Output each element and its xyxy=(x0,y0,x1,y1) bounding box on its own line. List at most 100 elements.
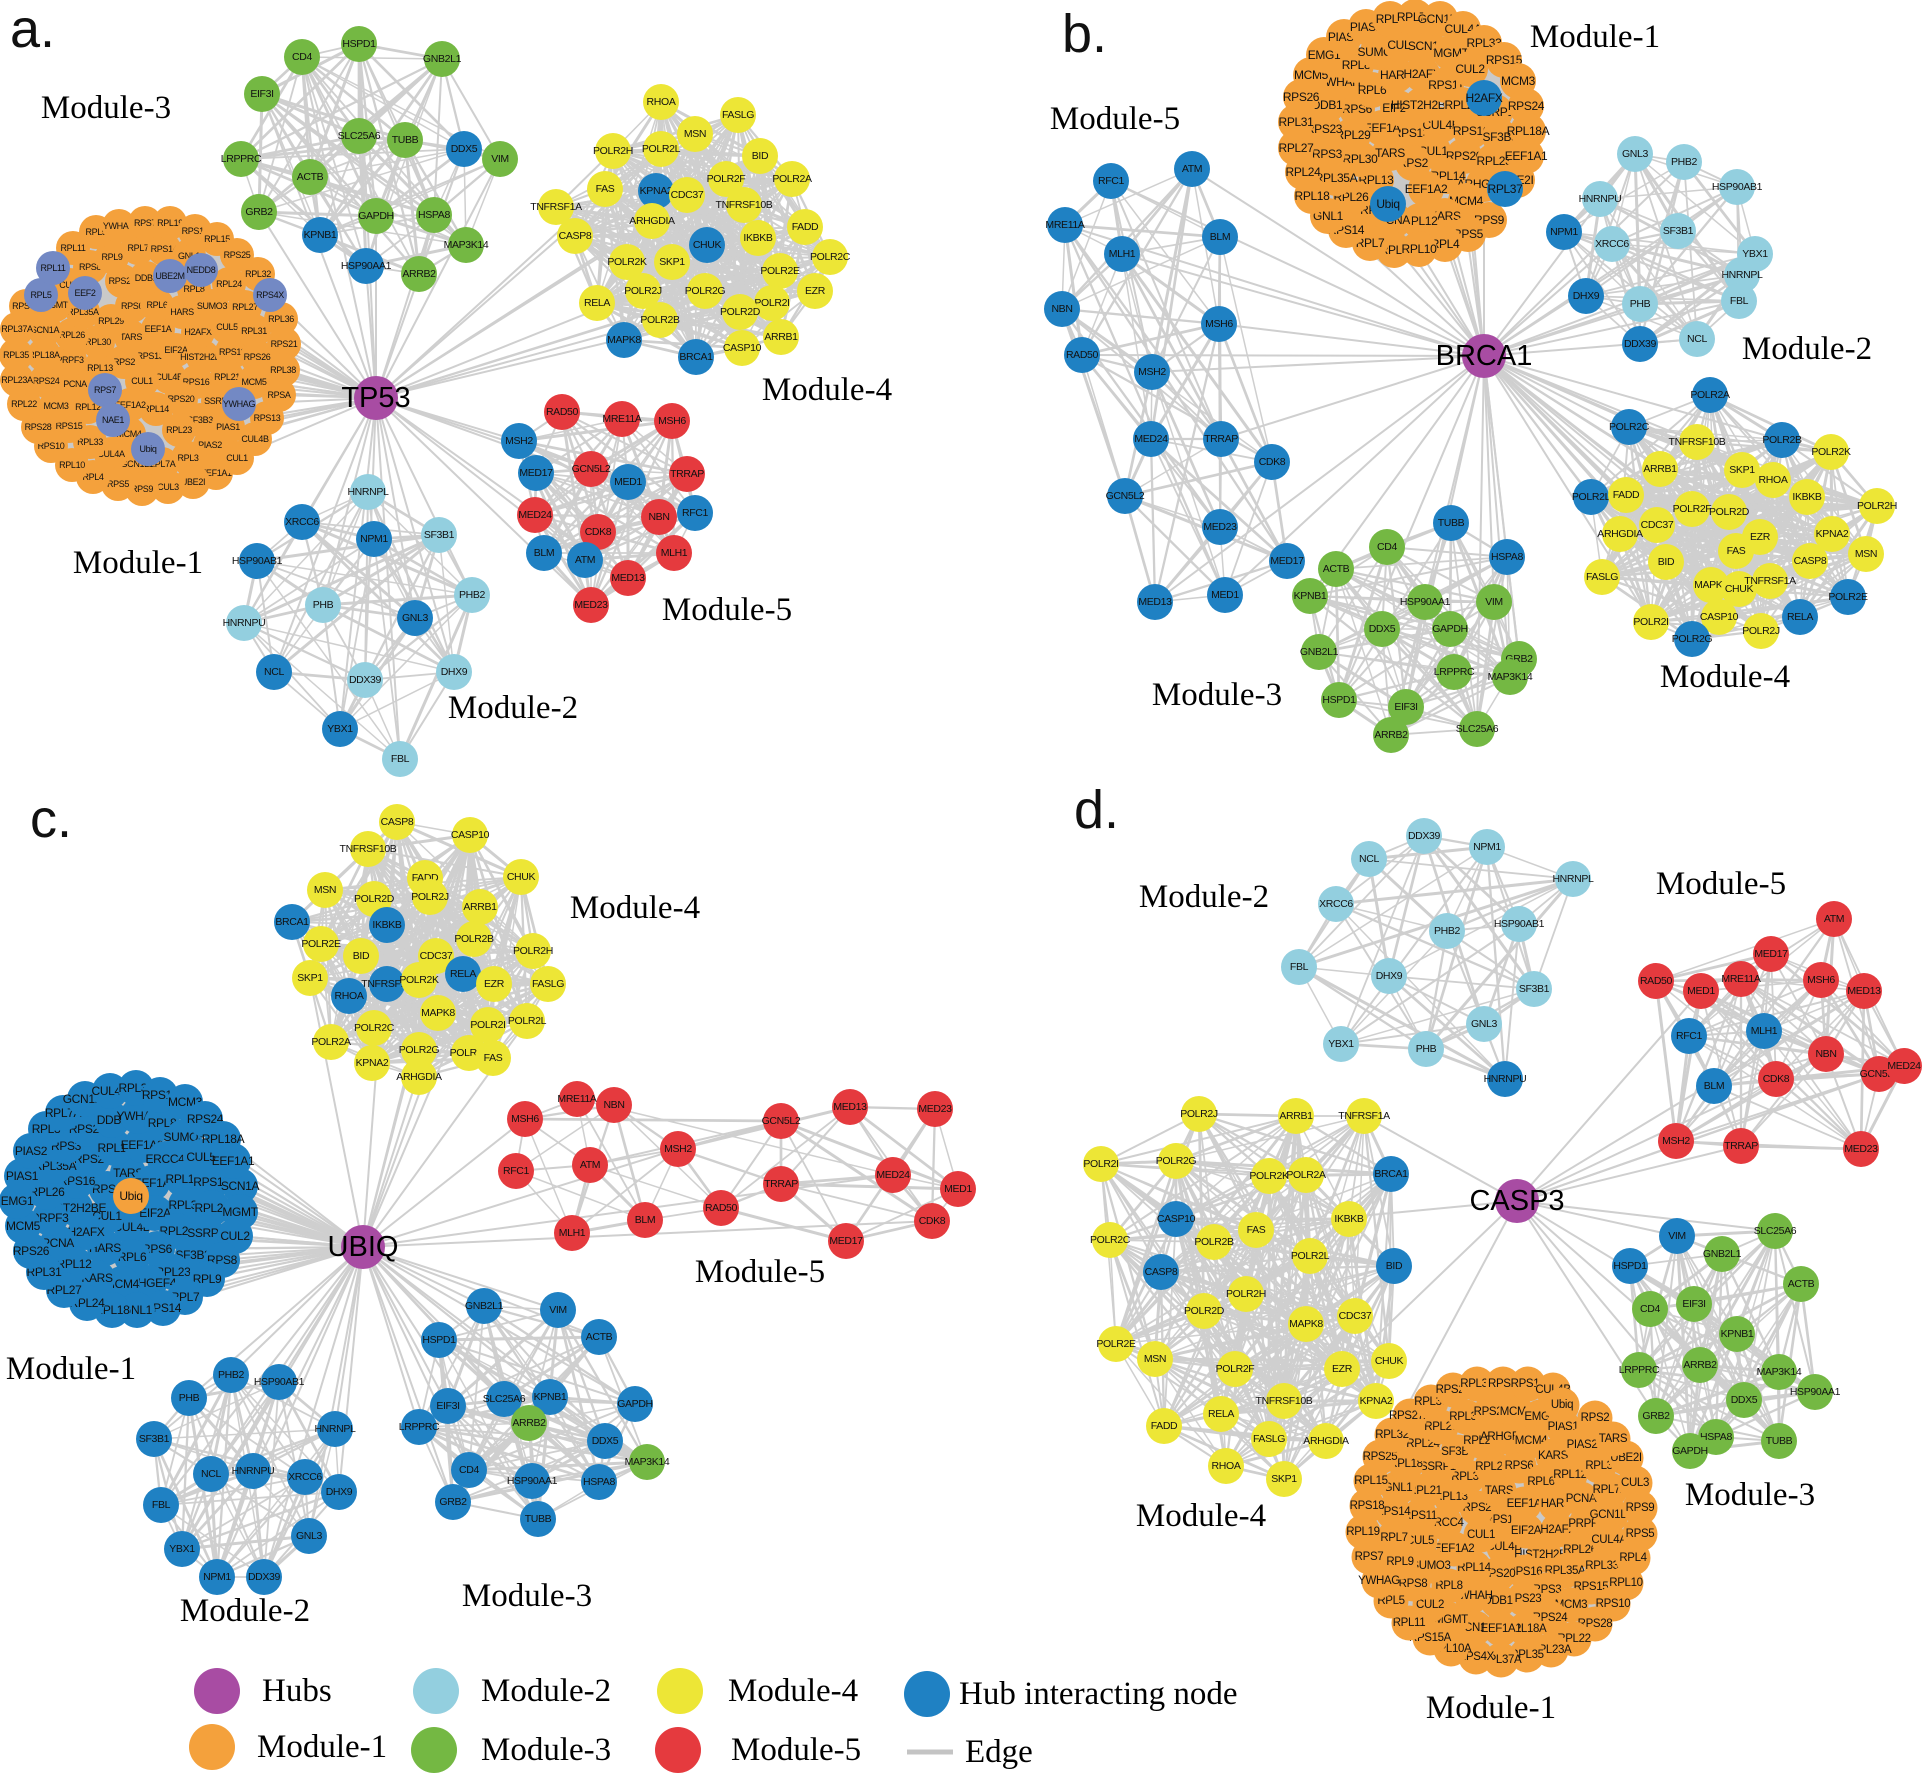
svg-text:GNB2L1: GNB2L1 xyxy=(423,53,462,65)
svg-text:RPL27: RPL27 xyxy=(47,1283,83,1297)
svg-text:CUL4B: CUL4B xyxy=(241,434,269,444)
svg-text:KPNA2: KPNA2 xyxy=(1816,528,1849,540)
svg-text:ARHGDIA: ARHGDIA xyxy=(1597,528,1643,540)
svg-text:RPS16: RPS16 xyxy=(1453,124,1490,138)
svg-text:POLR2L: POLR2L xyxy=(1291,1250,1330,1262)
svg-text:TARS: TARS xyxy=(120,332,142,342)
svg-text:DDX39: DDX39 xyxy=(248,1571,281,1583)
svg-text:CASP10: CASP10 xyxy=(1700,611,1739,623)
svg-text:FAS: FAS xyxy=(596,183,615,195)
svg-text:MSH6: MSH6 xyxy=(1205,318,1233,330)
svg-text:RPL7A: RPL7A xyxy=(149,459,176,469)
svg-text:YBX1: YBX1 xyxy=(327,723,353,735)
svg-text:Module-2: Module-2 xyxy=(481,1673,611,1709)
svg-text:RPS14: RPS14 xyxy=(1376,1506,1412,1518)
svg-text:NCL: NCL xyxy=(201,1468,221,1480)
svg-text:RPS5: RPS5 xyxy=(1626,1528,1655,1540)
svg-text:RPS3: RPS3 xyxy=(1312,147,1343,161)
svg-text:MED1: MED1 xyxy=(614,476,642,488)
svg-text:MED23: MED23 xyxy=(918,1103,952,1115)
svg-text:RPS7: RPS7 xyxy=(134,218,156,228)
svg-text:VIM: VIM xyxy=(549,1304,567,1316)
svg-text:RPL4: RPL4 xyxy=(82,472,103,482)
svg-text:NBN: NBN xyxy=(1051,303,1072,315)
svg-text:KPNB1: KPNB1 xyxy=(534,1391,567,1403)
svg-text:RELA: RELA xyxy=(584,297,610,309)
svg-text:CASP3: CASP3 xyxy=(1469,1185,1564,1217)
svg-text:FADD: FADD xyxy=(792,221,819,233)
svg-text:MED17: MED17 xyxy=(829,1235,863,1247)
svg-text:PIAS2: PIAS2 xyxy=(198,440,222,450)
svg-text:Hubs: Hubs xyxy=(262,1673,332,1709)
svg-text:CHUK: CHUK xyxy=(693,239,722,251)
svg-text:VIM: VIM xyxy=(1668,1230,1686,1242)
svg-text:RPS3: RPS3 xyxy=(51,1139,82,1153)
svg-text:HARS: HARS xyxy=(170,307,194,317)
svg-text:RPL10: RPL10 xyxy=(59,460,85,470)
svg-text:RAD50: RAD50 xyxy=(546,406,579,418)
svg-text:TNFRSF10B: TNFRSF10B xyxy=(1256,1395,1313,1407)
svg-text:GRB2: GRB2 xyxy=(1642,1410,1670,1422)
svg-text:DHX9: DHX9 xyxy=(441,666,468,678)
svg-text:Ubiq: Ubiq xyxy=(1376,197,1399,211)
svg-text:KPNA2: KPNA2 xyxy=(1360,1395,1393,1407)
svg-text:POLR2C: POLR2C xyxy=(1090,1234,1131,1246)
svg-text:RPS23: RPS23 xyxy=(1306,122,1343,136)
svg-text:MED23: MED23 xyxy=(574,599,608,611)
svg-text:RPL8: RPL8 xyxy=(1435,1580,1462,1592)
svg-text:RPS13: RPS13 xyxy=(254,413,281,423)
svg-text:RPL18: RPL18 xyxy=(1295,189,1331,203)
svg-text:HSPD1: HSPD1 xyxy=(422,1334,456,1346)
svg-text:MCM3: MCM3 xyxy=(43,401,68,411)
svg-text:DDX39: DDX39 xyxy=(1408,830,1441,842)
svg-text:MSH2: MSH2 xyxy=(664,1143,692,1155)
svg-text:EZR: EZR xyxy=(484,978,505,990)
svg-text:GRB2: GRB2 xyxy=(439,1496,467,1508)
svg-text:RPL23A: RPL23A xyxy=(1,375,33,385)
svg-text:d.: d. xyxy=(1074,780,1119,840)
svg-text:POLR2F: POLR2F xyxy=(1216,1363,1255,1375)
svg-text:CUL2: CUL2 xyxy=(220,1229,250,1243)
svg-text:RFC1: RFC1 xyxy=(1098,175,1125,187)
svg-text:XRCC6: XRCC6 xyxy=(1595,238,1629,250)
svg-text:MED13: MED13 xyxy=(1847,985,1881,997)
svg-text:GAPDH: GAPDH xyxy=(617,1398,653,1410)
svg-text:GNL3: GNL3 xyxy=(402,612,429,624)
svg-text:RPL4: RPL4 xyxy=(1619,1552,1647,1564)
svg-text:MED24: MED24 xyxy=(876,1169,910,1181)
svg-text:YWHAG: YWHAG xyxy=(1358,1575,1400,1587)
svg-text:RPL4: RPL4 xyxy=(1431,237,1460,251)
svg-text:H2AFX: H2AFX xyxy=(68,1225,105,1239)
svg-text:ATM: ATM xyxy=(1182,163,1202,175)
svg-text:KPNB1: KPNB1 xyxy=(304,229,337,241)
svg-text:SF3B3: SF3B3 xyxy=(187,415,213,425)
svg-text:EEF1A1: EEF1A1 xyxy=(200,468,232,478)
svg-text:RPL13: RPL13 xyxy=(1434,1491,1467,1503)
svg-text:CUL4B: CUL4B xyxy=(155,372,183,382)
svg-text:IKBKB: IKBKB xyxy=(1792,491,1822,503)
svg-text:ARHGDIA: ARHGDIA xyxy=(1303,1435,1349,1447)
svg-text:RPS24: RPS24 xyxy=(1508,99,1545,113)
svg-text:YBX1: YBX1 xyxy=(169,1543,195,1555)
svg-text:CDK8: CDK8 xyxy=(919,1215,946,1227)
svg-text:CASP8: CASP8 xyxy=(1794,555,1827,567)
svg-text:VIM: VIM xyxy=(491,153,509,165)
svg-text:HNRNPU: HNRNPU xyxy=(223,617,266,629)
svg-text:Edge: Edge xyxy=(965,1734,1033,1770)
svg-text:MED13: MED13 xyxy=(611,572,645,584)
svg-text:HSPA8: HSPA8 xyxy=(1700,1431,1732,1443)
svg-text:RPL26: RPL26 xyxy=(1563,1544,1596,1556)
svg-text:POLR2B: POLR2B xyxy=(1194,1236,1234,1248)
svg-text:POLR2I: POLR2I xyxy=(754,297,789,309)
svg-text:Module-3: Module-3 xyxy=(1152,677,1282,713)
svg-text:EEF2: EEF2 xyxy=(74,288,95,298)
svg-text:KARS: KARS xyxy=(81,1271,113,1285)
svg-text:ARRB1: ARRB1 xyxy=(1643,463,1677,475)
svg-text:TNFRSF1A: TNFRSF1A xyxy=(1744,575,1796,587)
svg-text:IKBKB: IKBKB xyxy=(372,919,402,931)
svg-text:CASP8: CASP8 xyxy=(381,816,414,828)
svg-text:CUL5: CUL5 xyxy=(1406,1535,1434,1547)
svg-text:HSP90AA1: HSP90AA1 xyxy=(1790,1386,1841,1398)
svg-text:EEF1A1: EEF1A1 xyxy=(1505,149,1548,163)
svg-text:RPL33: RPL33 xyxy=(77,437,103,447)
